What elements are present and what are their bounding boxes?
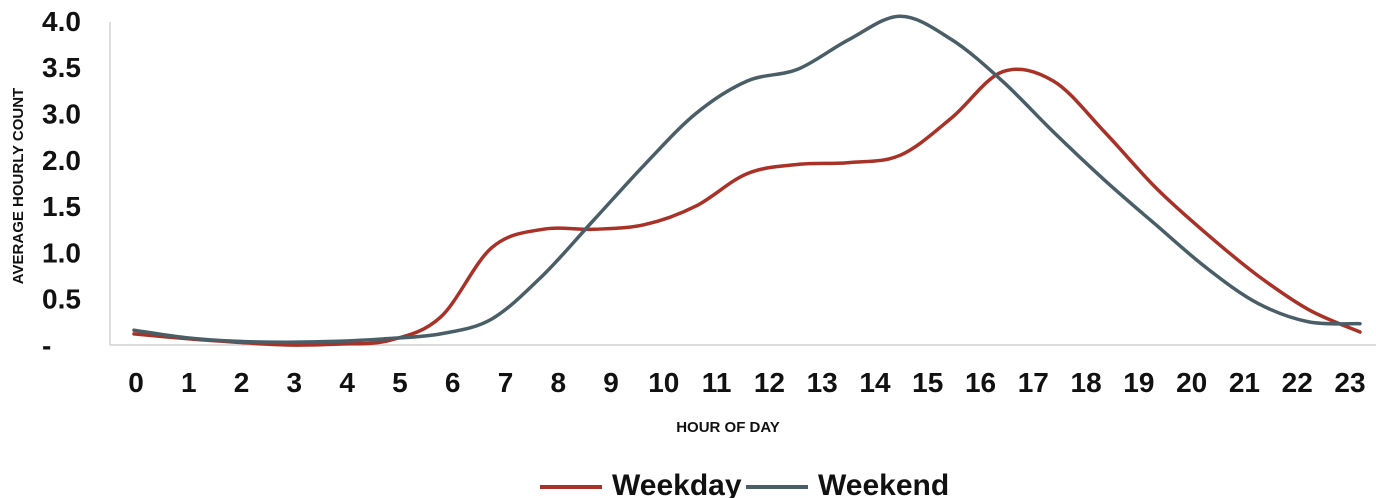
x-tick-label: 12 xyxy=(754,367,785,398)
x-tick-label: 1 xyxy=(181,367,197,398)
x-tick-label: 8 xyxy=(550,367,566,398)
x-tick-label: 17 xyxy=(1018,367,1049,398)
x-tick-label: 3 xyxy=(287,367,303,398)
x-tick-label: 14 xyxy=(859,367,891,398)
x-tick-label: 19 xyxy=(1123,367,1154,398)
series-lines xyxy=(132,14,1362,347)
series-line-weekday xyxy=(132,67,1362,347)
x-axis-title: HOUR OF DAY xyxy=(676,419,780,436)
x-tick-label: 13 xyxy=(807,367,838,398)
x-tick-label: 11 xyxy=(702,367,732,398)
x-tick-label: 10 xyxy=(648,367,679,398)
x-tick-label: 22 xyxy=(1282,367,1313,398)
x-tick-label: 4 xyxy=(339,367,355,398)
y-tick-label: 0.5 xyxy=(42,284,81,315)
x-tick-label: 23 xyxy=(1334,367,1365,398)
y-tick-label: 1.5 xyxy=(42,191,81,222)
x-tick-label: 16 xyxy=(965,367,996,398)
legend: Weekday Weekend xyxy=(540,469,949,498)
y-axis-ticks: - 0.5 1.0 1.5 2.0 3.0 3.5 4.0 xyxy=(42,6,81,361)
y-tick-label: 3.5 xyxy=(42,52,81,83)
x-tick-label: 5 xyxy=(392,367,408,398)
series-line-weekend xyxy=(132,14,1362,344)
y-tick-label: 1.0 xyxy=(42,237,81,268)
legend-label-weekday: Weekday xyxy=(612,469,742,498)
x-tick-label: 15 xyxy=(912,367,943,398)
x-tick-label: 9 xyxy=(603,367,619,398)
y-axis-title: AVERAGE HOURLY COUNT xyxy=(10,88,27,284)
y-tick-label: - xyxy=(42,330,51,361)
x-axis-ticks: 0 1 2 3 4 5 6 7 8 9 10 11 12 13 14 15 16 17 18 19 20 21 22 23 xyxy=(128,367,1365,398)
x-tick-label: 18 xyxy=(1071,367,1102,398)
x-tick-label: 0 xyxy=(128,367,144,398)
x-tick-label: 20 xyxy=(1176,367,1207,398)
x-tick-label: 21 xyxy=(1229,367,1260,398)
x-tick-label: 6 xyxy=(445,367,461,398)
x-tick-label: 7 xyxy=(498,367,514,398)
x-tick-label: 2 xyxy=(234,367,250,398)
y-tick-label: 2.0 xyxy=(42,145,81,176)
y-tick-label: 4.0 xyxy=(42,6,81,37)
y-tick-label: 3.0 xyxy=(42,99,81,130)
legend-label-weekend: Weekend xyxy=(818,469,949,498)
